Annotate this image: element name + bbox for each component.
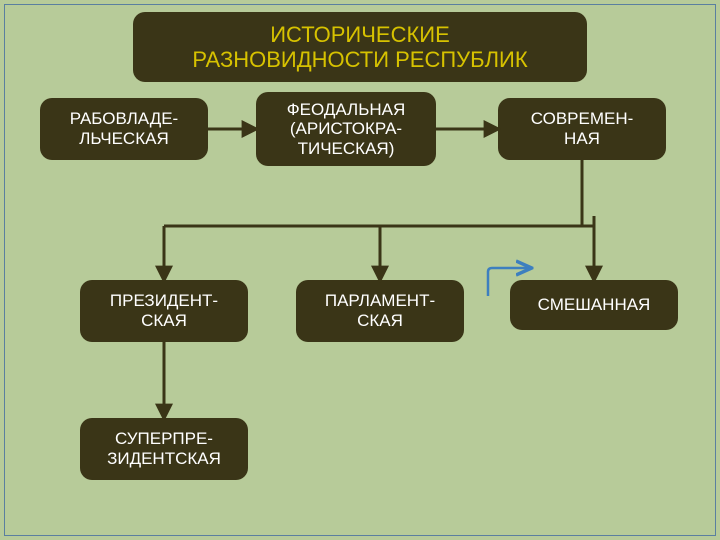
- node-superpresidential: СУПЕРПРЕ-ЗИДЕНТСКАЯ: [80, 418, 248, 480]
- node-title-text: ИСТОРИЧЕСКИЕРАЗНОВИДНОСТИ РЕСПУБЛИК: [192, 22, 527, 73]
- node-mixed: СМЕШАННАЯ: [510, 280, 678, 330]
- node-superpresidential-text: СУПЕРПРЕ-ЗИДЕНТСКАЯ: [107, 429, 221, 468]
- node-presidential-text: ПРЕЗИДЕНТ-СКАЯ: [110, 291, 218, 330]
- node-slaveholding: РАБОВЛАДЕ-ЛЬЧЕСКАЯ: [40, 98, 208, 160]
- node-modern: СОВРЕМЕН-НАЯ: [498, 98, 666, 160]
- node-title: ИСТОРИЧЕСКИЕРАЗНОВИДНОСТИ РЕСПУБЛИК: [133, 12, 587, 82]
- node-modern-text: СОВРЕМЕН-НАЯ: [531, 109, 634, 148]
- node-mixed-text: СМЕШАННАЯ: [538, 295, 651, 315]
- node-feudal: ФЕОДАЛЬНАЯ(АРИСТОКРА-ТИЧЕСКАЯ): [256, 92, 436, 166]
- node-presidential: ПРЕЗИДЕНТ-СКАЯ: [80, 280, 248, 342]
- node-parliamentary-text: ПАРЛАМЕНТ-СКАЯ: [325, 291, 435, 330]
- node-feudal-text: ФЕОДАЛЬНАЯ(АРИСТОКРА-ТИЧЕСКАЯ): [287, 100, 406, 159]
- node-slaveholding-text: РАБОВЛАДЕ-ЛЬЧЕСКАЯ: [70, 109, 178, 148]
- node-parliamentary: ПАРЛАМЕНТ-СКАЯ: [296, 280, 464, 342]
